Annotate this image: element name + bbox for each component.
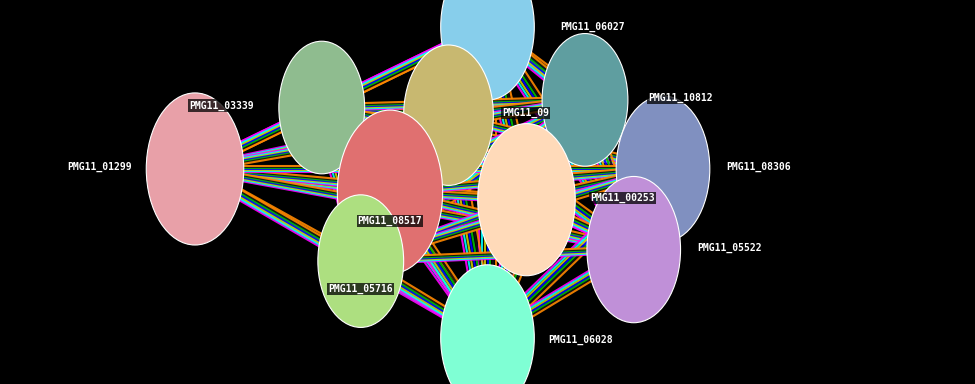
Ellipse shape [279,41,365,174]
Ellipse shape [616,96,710,242]
Ellipse shape [337,110,443,274]
Text: PMG11_10812: PMG11_10812 [648,93,713,103]
Ellipse shape [587,177,681,323]
Text: PMG11_05522: PMG11_05522 [697,243,761,253]
Text: PMG11_03339: PMG11_03339 [189,101,254,111]
Text: PMG11_08517: PMG11_08517 [358,216,422,226]
Text: PMG11_05716: PMG11_05716 [329,284,393,294]
Ellipse shape [404,45,493,185]
Ellipse shape [478,124,575,276]
Text: PMG11_09: PMG11_09 [502,108,549,118]
Ellipse shape [146,93,244,245]
Ellipse shape [542,33,628,166]
Text: PMG11_00253: PMG11_00253 [590,193,654,203]
Ellipse shape [318,195,404,328]
Text: PMG11_06027: PMG11_06027 [561,22,625,32]
Ellipse shape [441,265,534,384]
Text: PMG11_06028: PMG11_06028 [548,335,612,345]
Ellipse shape [441,0,534,100]
Text: PMG11_08306: PMG11_08306 [726,162,791,172]
Text: PMG11_01299: PMG11_01299 [67,162,132,172]
